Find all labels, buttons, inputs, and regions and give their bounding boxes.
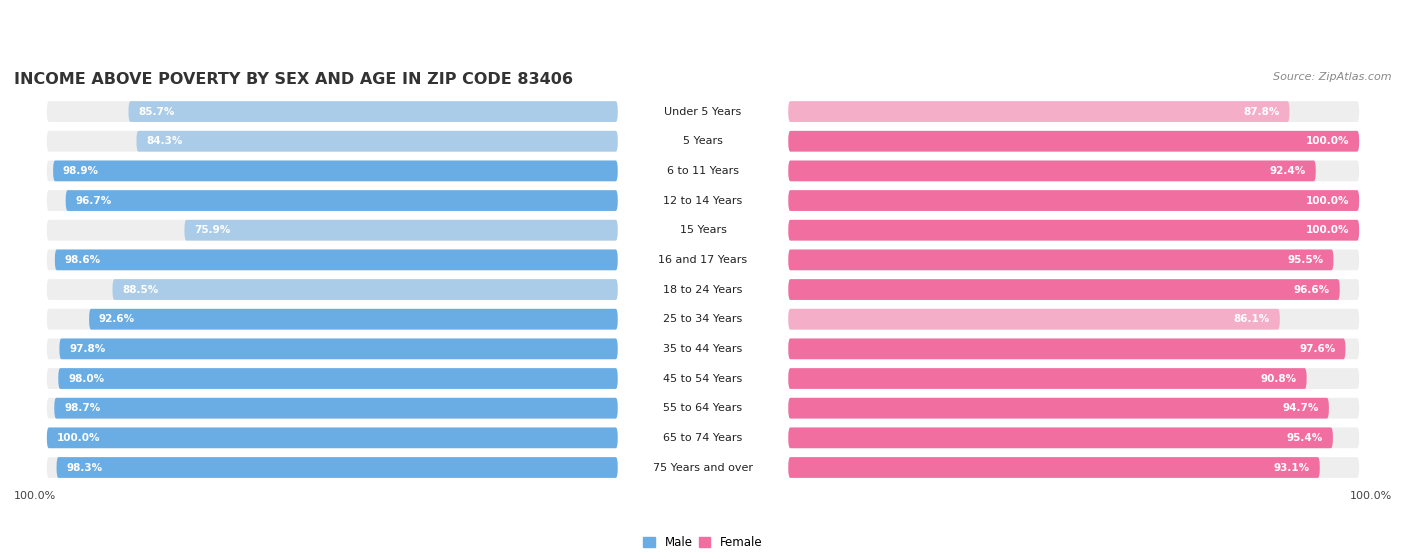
Text: 100.0%: 100.0% xyxy=(1306,196,1350,206)
FancyBboxPatch shape xyxy=(46,309,617,330)
FancyBboxPatch shape xyxy=(66,190,617,211)
Text: 100.0%: 100.0% xyxy=(1306,136,1350,146)
Text: 100.0%: 100.0% xyxy=(56,433,100,443)
Text: 84.3%: 84.3% xyxy=(146,136,183,146)
Legend: Male, Female: Male, Female xyxy=(638,532,768,554)
FancyBboxPatch shape xyxy=(789,101,1289,122)
Text: 55 to 64 Years: 55 to 64 Years xyxy=(664,403,742,413)
Text: 95.5%: 95.5% xyxy=(1288,255,1323,265)
FancyBboxPatch shape xyxy=(46,428,617,448)
FancyBboxPatch shape xyxy=(789,457,1320,478)
FancyBboxPatch shape xyxy=(789,339,1360,359)
Text: 97.6%: 97.6% xyxy=(1299,344,1336,354)
Text: 100.0%: 100.0% xyxy=(14,491,56,501)
Text: INCOME ABOVE POVERTY BY SEX AND AGE IN ZIP CODE 83406: INCOME ABOVE POVERTY BY SEX AND AGE IN Z… xyxy=(14,72,574,87)
FancyBboxPatch shape xyxy=(55,249,617,270)
Text: 98.9%: 98.9% xyxy=(63,166,98,176)
FancyBboxPatch shape xyxy=(789,279,1340,300)
FancyBboxPatch shape xyxy=(46,249,617,270)
Text: 86.1%: 86.1% xyxy=(1233,314,1270,324)
FancyBboxPatch shape xyxy=(789,368,1360,389)
FancyBboxPatch shape xyxy=(789,160,1360,181)
Text: 15 Years: 15 Years xyxy=(679,225,727,235)
FancyBboxPatch shape xyxy=(789,428,1360,448)
Text: 88.5%: 88.5% xyxy=(122,285,159,295)
Text: 18 to 24 Years: 18 to 24 Years xyxy=(664,285,742,295)
FancyBboxPatch shape xyxy=(184,220,617,240)
Text: 96.6%: 96.6% xyxy=(1294,285,1330,295)
Text: 65 to 74 Years: 65 to 74 Years xyxy=(664,433,742,443)
Text: 5 Years: 5 Years xyxy=(683,136,723,146)
FancyBboxPatch shape xyxy=(789,339,1346,359)
FancyBboxPatch shape xyxy=(53,160,617,181)
FancyBboxPatch shape xyxy=(789,249,1333,270)
Text: 98.3%: 98.3% xyxy=(66,462,103,472)
Text: 75.9%: 75.9% xyxy=(194,225,231,235)
FancyBboxPatch shape xyxy=(59,339,617,359)
Text: 25 to 34 Years: 25 to 34 Years xyxy=(664,314,742,324)
FancyBboxPatch shape xyxy=(789,309,1360,330)
FancyBboxPatch shape xyxy=(789,101,1360,122)
FancyBboxPatch shape xyxy=(46,101,617,122)
Text: Source: ZipAtlas.com: Source: ZipAtlas.com xyxy=(1274,72,1392,82)
FancyBboxPatch shape xyxy=(46,190,617,211)
FancyBboxPatch shape xyxy=(789,428,1333,448)
Text: 97.8%: 97.8% xyxy=(69,344,105,354)
FancyBboxPatch shape xyxy=(46,368,617,389)
FancyBboxPatch shape xyxy=(46,279,617,300)
FancyBboxPatch shape xyxy=(55,398,617,419)
Text: 98.0%: 98.0% xyxy=(67,373,104,383)
FancyBboxPatch shape xyxy=(789,457,1360,478)
FancyBboxPatch shape xyxy=(46,457,617,478)
FancyBboxPatch shape xyxy=(46,398,617,419)
Text: 45 to 54 Years: 45 to 54 Years xyxy=(664,373,742,383)
Text: 100.0%: 100.0% xyxy=(1306,225,1350,235)
FancyBboxPatch shape xyxy=(112,279,617,300)
Text: Under 5 Years: Under 5 Years xyxy=(665,107,741,117)
FancyBboxPatch shape xyxy=(46,428,617,448)
Text: 94.7%: 94.7% xyxy=(1282,403,1319,413)
Text: 85.7%: 85.7% xyxy=(138,107,174,117)
FancyBboxPatch shape xyxy=(89,309,617,330)
Text: 98.7%: 98.7% xyxy=(65,403,100,413)
Text: 87.8%: 87.8% xyxy=(1243,107,1279,117)
Text: 6 to 11 Years: 6 to 11 Years xyxy=(666,166,740,176)
FancyBboxPatch shape xyxy=(789,398,1360,419)
Text: 100.0%: 100.0% xyxy=(1350,491,1392,501)
Text: 12 to 14 Years: 12 to 14 Years xyxy=(664,196,742,206)
FancyBboxPatch shape xyxy=(789,220,1360,240)
FancyBboxPatch shape xyxy=(789,309,1279,330)
FancyBboxPatch shape xyxy=(789,368,1306,389)
FancyBboxPatch shape xyxy=(128,101,617,122)
Text: 16 and 17 Years: 16 and 17 Years xyxy=(658,255,748,265)
FancyBboxPatch shape xyxy=(789,160,1316,181)
Text: 98.6%: 98.6% xyxy=(65,255,101,265)
FancyBboxPatch shape xyxy=(789,131,1360,151)
FancyBboxPatch shape xyxy=(789,398,1329,419)
FancyBboxPatch shape xyxy=(46,160,617,181)
FancyBboxPatch shape xyxy=(789,190,1360,211)
FancyBboxPatch shape xyxy=(56,457,617,478)
Text: 90.8%: 90.8% xyxy=(1261,373,1296,383)
FancyBboxPatch shape xyxy=(789,220,1360,240)
Text: 92.6%: 92.6% xyxy=(98,314,135,324)
FancyBboxPatch shape xyxy=(789,190,1360,211)
Text: 96.7%: 96.7% xyxy=(76,196,112,206)
FancyBboxPatch shape xyxy=(789,249,1360,270)
FancyBboxPatch shape xyxy=(789,279,1360,300)
Text: 95.4%: 95.4% xyxy=(1286,433,1323,443)
Text: 92.4%: 92.4% xyxy=(1270,166,1306,176)
FancyBboxPatch shape xyxy=(136,131,617,151)
Text: 35 to 44 Years: 35 to 44 Years xyxy=(664,344,742,354)
FancyBboxPatch shape xyxy=(46,131,617,151)
FancyBboxPatch shape xyxy=(58,368,617,389)
Text: 93.1%: 93.1% xyxy=(1274,462,1310,472)
FancyBboxPatch shape xyxy=(46,220,617,240)
FancyBboxPatch shape xyxy=(789,131,1360,151)
FancyBboxPatch shape xyxy=(46,339,617,359)
Text: 75 Years and over: 75 Years and over xyxy=(652,462,754,472)
